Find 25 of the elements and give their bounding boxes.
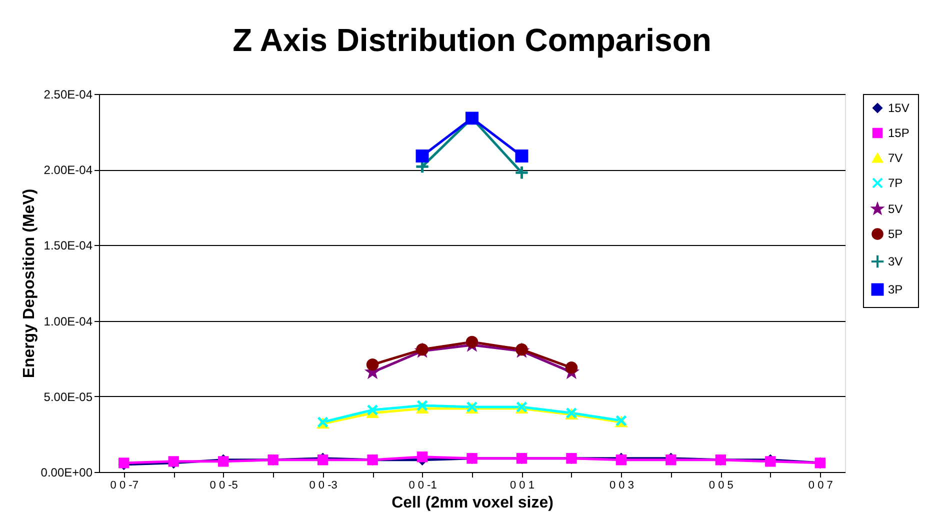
y-tick-label: 1.50E-04 [44,238,93,253]
y-tick-label: 2.50E-04 [44,88,93,102]
x-tick-label: 0 0 -5 [210,480,238,492]
chart-title: Z Axis Distribution Comparison [232,22,712,58]
legend-label: 7V [888,151,903,165]
y-tick-label: 1.00E-04 [44,314,93,328]
legend-label: 15V [888,101,910,115]
legend-label: 5P [888,227,903,241]
x-axis-title: Cell (2mm voxel size) [392,494,554,512]
x-tick-label: 0 0 -7 [110,480,138,492]
legend-label: 3P [888,282,903,296]
legend-label: 5V [888,202,903,216]
y-tick-label: 5.00E-05 [44,390,93,404]
x-tick-label: 0 0 -1 [408,480,437,492]
x-tick-label: 0 0 3 [609,480,634,492]
y-tick-label: 0.00E+00 [40,466,93,480]
y-tick-label: 2.00E-04 [44,163,93,178]
x-tick-label: 0 0 -3 [309,480,338,492]
y-axis-title: Energy Deposition (MeV) [20,188,38,378]
legend-label: 7P [888,176,903,190]
x-tick-label: 0 0 5 [708,480,734,492]
legend-label: 15P [888,126,910,140]
x-tick-label: 0 0 7 [808,480,833,492]
x-tick-label: 0 0 1 [510,480,534,492]
legend-label: 3V [888,254,903,268]
